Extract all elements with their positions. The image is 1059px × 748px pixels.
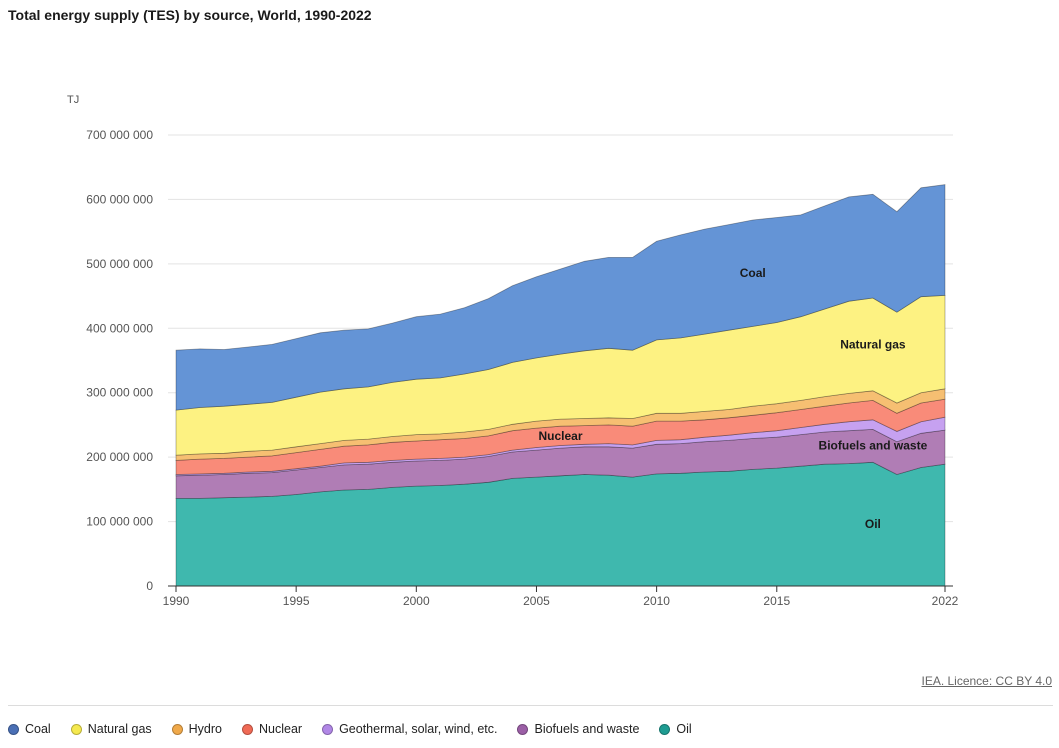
y-tick-label: 0 <box>146 579 153 593</box>
legend-swatch-icon <box>171 723 183 735</box>
y-tick-label: 300 000 000 <box>86 386 153 400</box>
area-label: Natural gas <box>840 337 906 351</box>
legend-item[interactable]: Biofuels and waste <box>517 722 639 736</box>
area-label: Nuclear <box>538 429 582 443</box>
area-label: Biofuels and waste <box>819 438 928 452</box>
legend-item[interactable]: Oil <box>659 722 692 736</box>
y-tick-label: 100 000 000 <box>86 515 153 529</box>
y-tick-label: 200 000 000 <box>86 450 153 464</box>
stacked-area-chart: 0 100 000 000 200 000 000 300 000 000 400 00… <box>86 128 959 608</box>
y-tick-label: 600 000 000 <box>86 192 153 206</box>
x-tick-label: 2000 <box>403 594 430 608</box>
legend-swatch-icon <box>659 723 671 735</box>
x-tick-label: 2005 <box>523 594 550 608</box>
legend-divider <box>8 705 1053 706</box>
area-label: Oil <box>865 517 881 531</box>
legend-swatch-icon <box>322 723 334 735</box>
legend-swatch-icon <box>242 723 253 735</box>
legend-label: Natural gas <box>87 722 152 736</box>
legend-item[interactable]: Geothermal, solar, wind, etc. <box>322 722 497 736</box>
legend-item[interactable]: Coal <box>8 722 51 736</box>
y-tick-label: 500 000 000 <box>86 257 153 271</box>
legend-item[interactable]: Hydro <box>171 722 222 736</box>
license-link[interactable]: IEA. Licence: CC BY 4.0 <box>921 674 1052 688</box>
legend-swatch-icon <box>8 723 19 735</box>
legend-item[interactable]: Nuclear <box>242 722 302 736</box>
x-tick-label: 1990 <box>163 594 190 608</box>
x-tick-label: 2015 <box>763 594 790 608</box>
x-tick-label: 1995 <box>283 594 310 608</box>
x-tick-label: 2022 <box>932 594 959 608</box>
x-tick-label: 2010 <box>643 594 670 608</box>
legend-label: Hydro <box>188 722 222 736</box>
y-tick-label: 700 000 000 <box>86 128 153 142</box>
y-tick-label: 400 000 000 <box>86 321 153 335</box>
legend-item[interactable]: Natural gas <box>70 722 152 736</box>
legend: Coal Natural gas Hydro Nuclear Geothermal, s… <box>8 722 692 736</box>
area-label: Coal <box>740 266 766 280</box>
legend-label: Geothermal, solar, wind, etc. <box>339 722 498 736</box>
legend-label: Nuclear <box>259 722 303 736</box>
area-series <box>175 184 946 411</box>
legend-label: Biofuels and waste <box>534 722 640 736</box>
chart-title: Total energy supply (TES) by source, Wor… <box>8 7 372 23</box>
legend-swatch-icon <box>517 723 529 735</box>
legend-label: Coal <box>25 722 51 736</box>
legend-label: Oil <box>676 722 692 736</box>
y-axis-unit-label: TJ <box>67 94 80 106</box>
legend-swatch-icon <box>70 723 82 735</box>
